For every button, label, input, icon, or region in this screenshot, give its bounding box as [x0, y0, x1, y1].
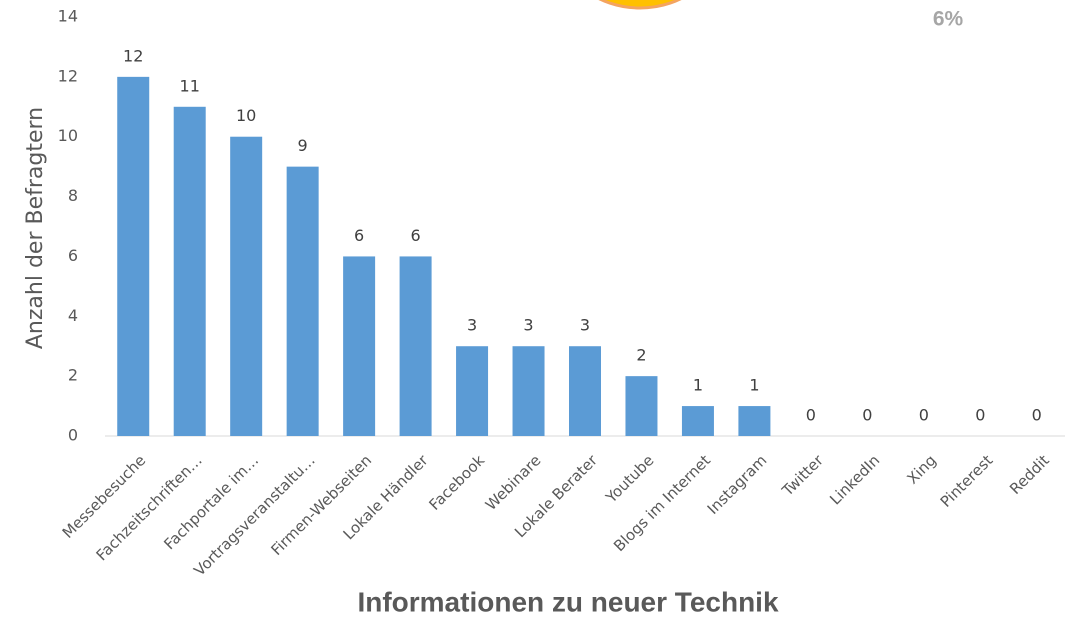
x-tick-label: Fachportale im…	[160, 451, 262, 553]
bar	[625, 376, 658, 436]
y-tick-label: 2	[68, 366, 78, 385]
data-label: 12	[123, 46, 143, 65]
data-label: 0	[919, 406, 929, 425]
data-label: 6	[354, 226, 364, 245]
y-tick-label: 12	[58, 66, 78, 85]
bar	[173, 106, 206, 437]
annotation: 6%	[933, 8, 964, 31]
y-axis-label: Anzahl der Befragtern	[23, 107, 48, 349]
data-label: 2	[636, 346, 646, 365]
data-label: 10	[236, 106, 256, 125]
y-tick-label: 4	[68, 306, 78, 325]
data-label: 3	[523, 316, 533, 335]
bar	[456, 346, 489, 436]
y-tick-label: 14	[58, 7, 78, 26]
x-tick-label: Facebook	[426, 451, 489, 514]
x-tick-label: Youtube	[602, 451, 658, 507]
bar	[286, 166, 319, 436]
decor-shape	[598, 0, 682, 10]
x-tick-label: LinkedIn	[826, 451, 883, 508]
x-tick-label: Blogs im Internet	[610, 451, 714, 555]
data-label: 0	[1032, 406, 1042, 425]
x-tick-label: Reddit	[1006, 451, 1053, 498]
x-tick-label: Firmen-Webseiten	[267, 451, 375, 559]
data-label: 9	[298, 136, 308, 155]
data-label: 11	[180, 76, 200, 95]
x-tick-label: Pinterest	[937, 451, 997, 511]
bar	[569, 346, 601, 436]
data-label: 1	[693, 376, 703, 395]
x-tick-label: Xing	[903, 451, 939, 487]
data-label: 0	[975, 406, 985, 425]
bar	[230, 136, 263, 436]
x-tick-label: Twitter	[778, 451, 828, 501]
bar	[399, 256, 432, 436]
y-tick-label: 0	[68, 426, 78, 445]
y-tick-label: 10	[58, 126, 78, 145]
y-tick-label: 6	[68, 246, 78, 265]
x-tick-label: Fachzeitschriften…	[93, 451, 206, 564]
y-tick-label: 8	[68, 186, 78, 205]
data-label: 0	[862, 406, 872, 425]
bar	[738, 406, 771, 436]
data-label: 3	[467, 316, 477, 335]
data-label: 1	[749, 376, 759, 395]
bar	[117, 76, 150, 436]
x-axis-label: Informationen zu neuer Technik	[357, 586, 779, 617]
bar	[512, 346, 545, 436]
data-label: 6	[410, 226, 420, 245]
bar	[681, 406, 714, 436]
data-label: 0	[806, 406, 816, 425]
bar	[343, 256, 376, 436]
x-tick-label: Instagram	[704, 451, 771, 518]
data-label: 3	[580, 316, 590, 335]
